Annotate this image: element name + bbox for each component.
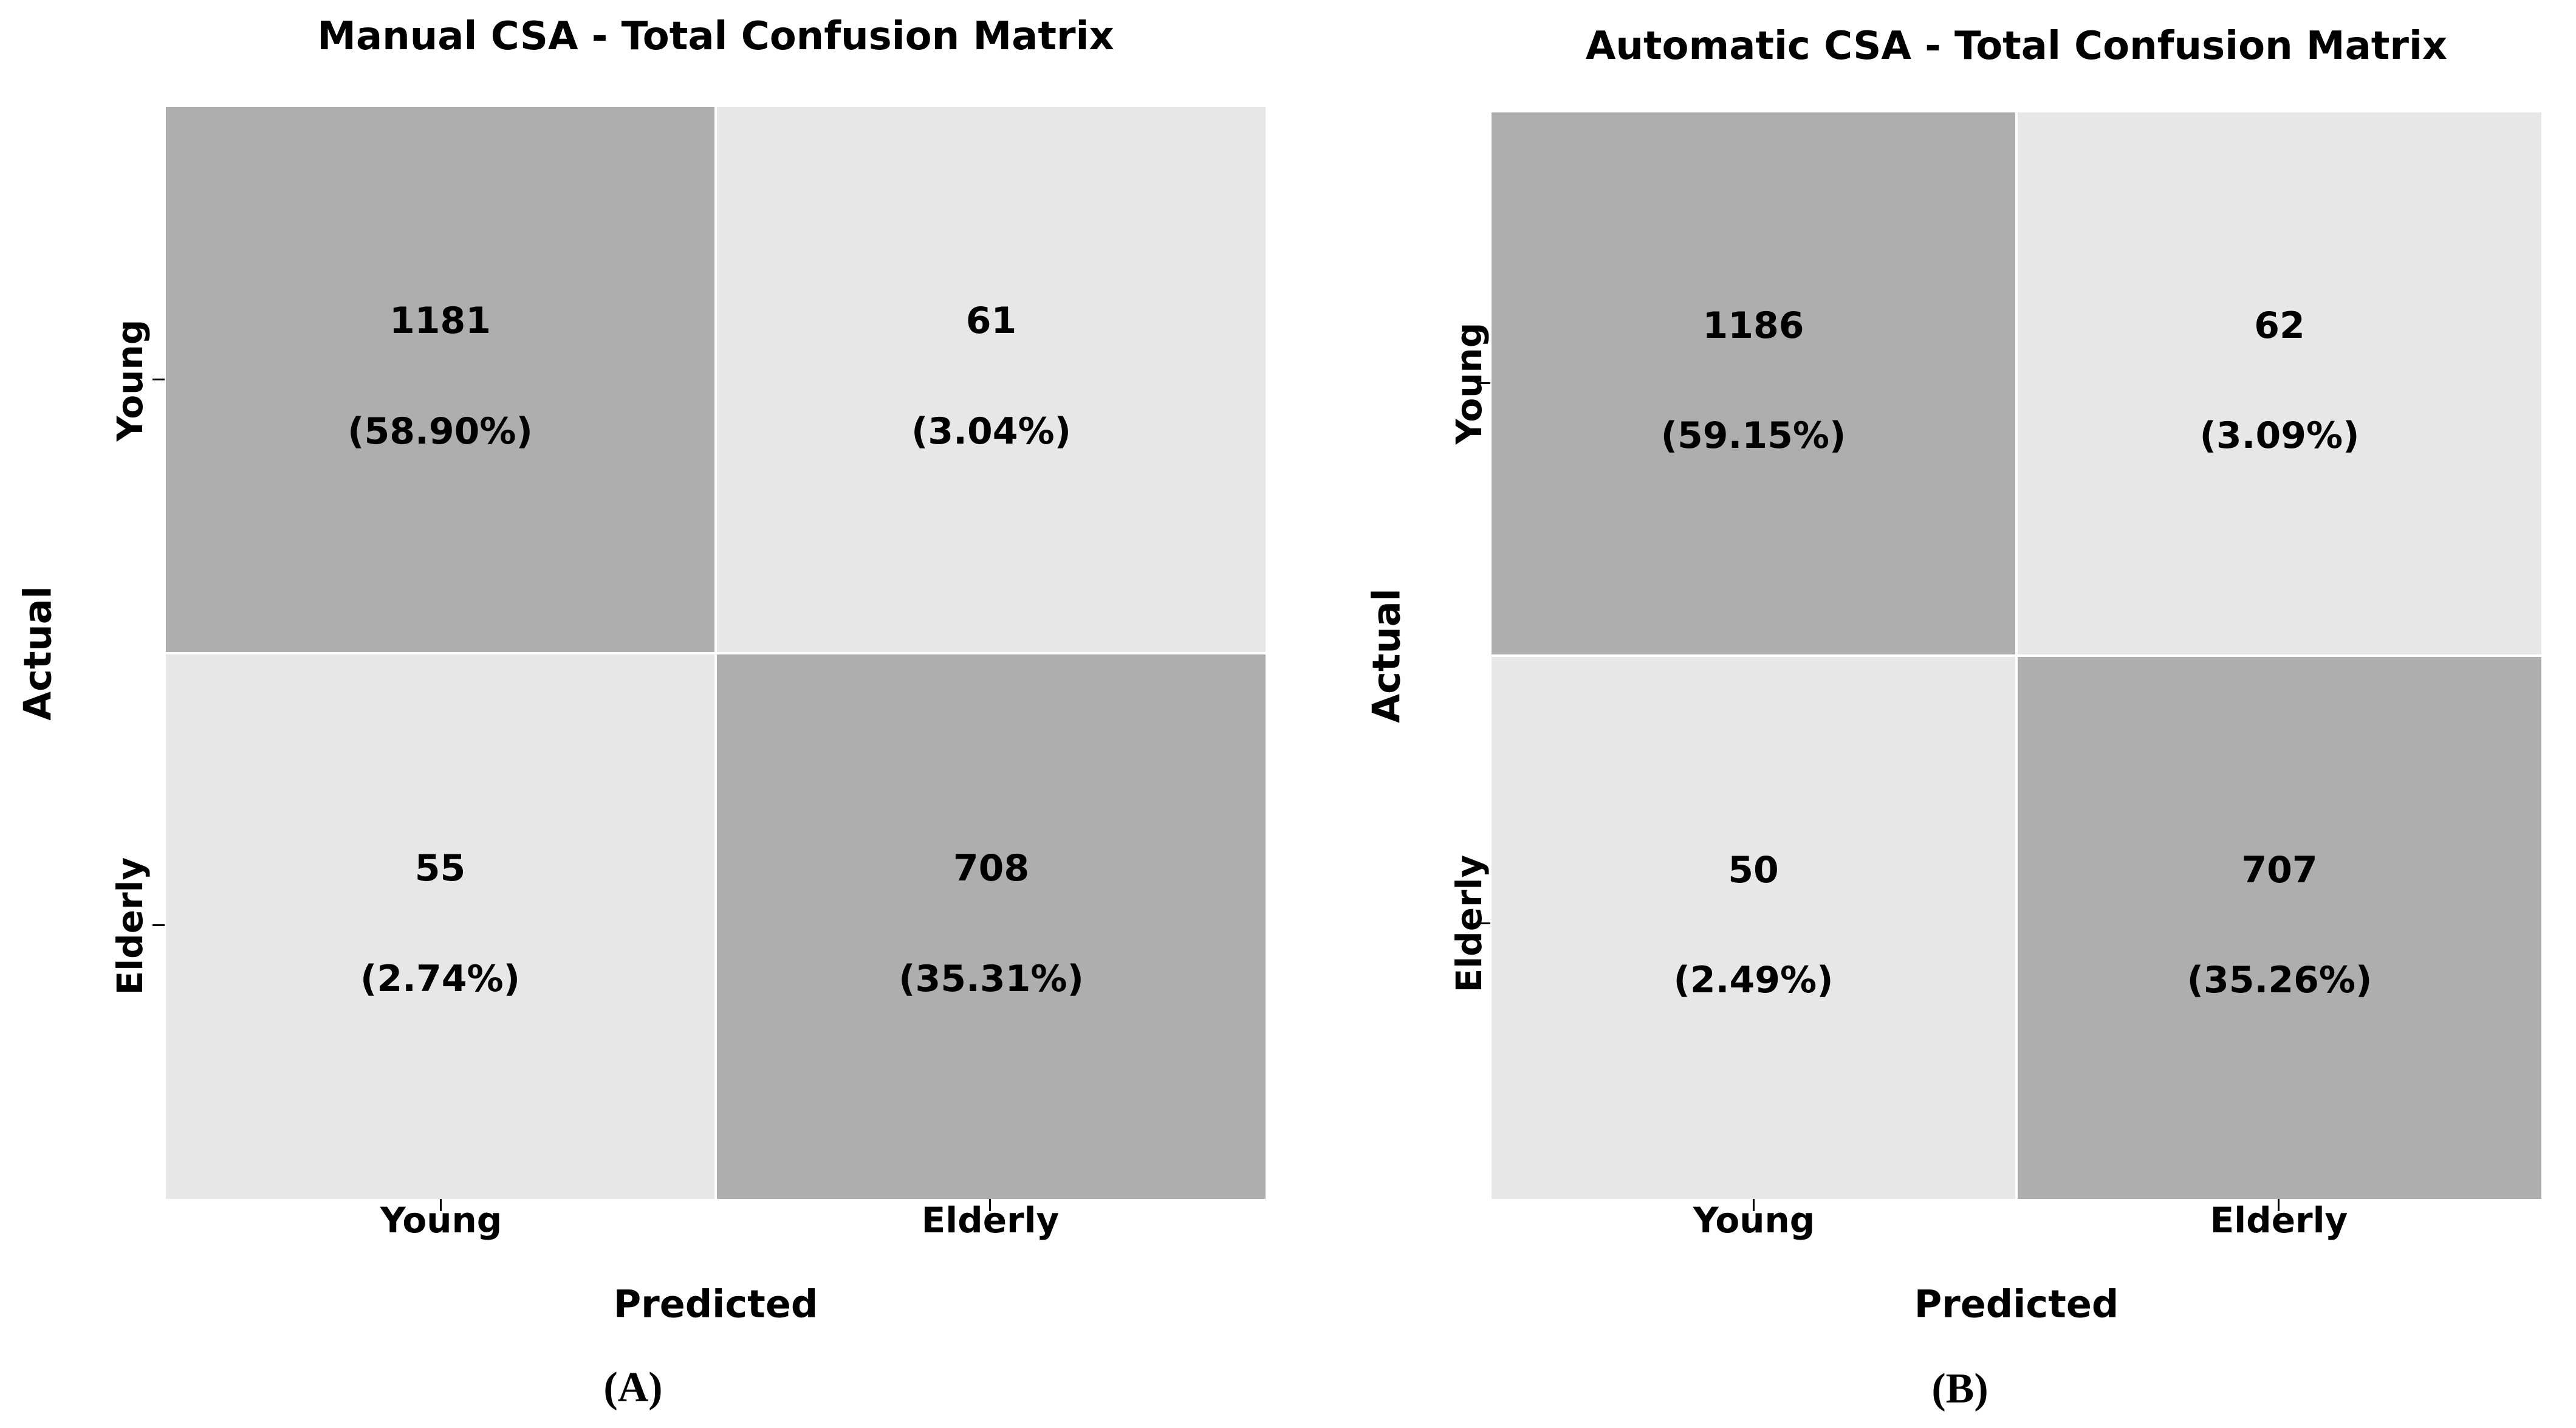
cell-count: 708: [953, 846, 1030, 890]
panel-a-cell-elderly-elderly: 708 (35.31%): [717, 654, 1266, 1199]
cell-percent: (35.26%): [2187, 958, 2372, 1001]
panel-a-cell-young-elderly: 61 (3.04%): [717, 107, 1266, 652]
cell-percent: (2.49%): [1673, 958, 1834, 1001]
panel-a-xtick-label-young: Young: [380, 1200, 502, 1241]
panel-a-xtick-mark-young: [440, 1199, 442, 1211]
cell-count: 707: [2241, 848, 2318, 891]
panel-a-ytick-mark-young: [152, 379, 165, 380]
panel-a-matrix: 1181 (58.90%) 61 (3.04%) 55 (2.74%) 708 …: [166, 107, 1266, 1199]
panel-a-xtick-mark-elderly: [989, 1199, 991, 1211]
cell-percent: (2.74%): [360, 957, 520, 1000]
panel-b-ytick-mark-elderly: [1478, 922, 1490, 924]
panel-b-cell-young-young: 1186 (59.15%): [1492, 112, 2015, 654]
panel-b-matrix: 1186 (59.15%) 62 (3.09%) 50 (2.49%) 707 …: [1492, 112, 2541, 1199]
panel-b-xtick-label-young: Young: [1693, 1200, 1815, 1241]
cell-percent: (3.09%): [2199, 414, 2360, 457]
cell-percent: (35.31%): [899, 957, 1084, 1000]
panel-b-y-axis-label: Actual: [1364, 588, 1409, 723]
cell-count: 55: [414, 846, 466, 890]
panel-a-ytick-label-young: Young: [109, 319, 151, 442]
panel-a-title: Manual CSA - Total Confusion Matrix: [317, 14, 1114, 59]
cell-percent: (58.90%): [348, 410, 533, 453]
panel-b-title: Automatic CSA - Total Confusion Matrix: [1585, 24, 2448, 69]
panel-a-ytick-label-elderly: Elderly: [109, 857, 151, 995]
panel-a-xtick-label-elderly: Elderly: [921, 1200, 1060, 1241]
panel-b-x-axis-label: Predicted: [1914, 1282, 2119, 1327]
cell-count: 1186: [1702, 304, 1804, 347]
cell-percent: (59.15%): [1660, 414, 1846, 457]
panel-b-xtick-mark-elderly: [2278, 1199, 2280, 1211]
panel-b-xtick-label-elderly: Elderly: [2210, 1200, 2348, 1241]
panel-a-cell-young-young: 1181 (58.90%): [166, 107, 714, 652]
panel-a-x-axis-label: Predicted: [613, 1282, 818, 1327]
panel-b-letter: (B): [1931, 1365, 1989, 1412]
panel-a-letter: (A): [603, 1364, 663, 1411]
cell-count: 1181: [389, 300, 491, 343]
panel-b-cell-elderly-young: 50 (2.49%): [1492, 657, 2015, 1199]
panel-b-xtick-mark-young: [1753, 1199, 1755, 1211]
panel-a-y-axis-label: Actual: [15, 586, 60, 721]
cell-count: 62: [2254, 304, 2305, 347]
cell-percent: (3.04%): [911, 410, 1071, 453]
panel-a-ytick-mark-elderly: [152, 924, 165, 926]
panel-b-ytick-mark-young: [1478, 382, 1490, 384]
panel-a-cell-elderly-young: 55 (2.74%): [166, 654, 714, 1199]
panel-b-cell-young-elderly: 62 (3.09%): [2018, 112, 2541, 654]
panel-b-cell-elderly-elderly: 707 (35.26%): [2018, 657, 2541, 1199]
cell-count: 50: [1728, 848, 1779, 891]
cell-count: 61: [965, 300, 1017, 343]
